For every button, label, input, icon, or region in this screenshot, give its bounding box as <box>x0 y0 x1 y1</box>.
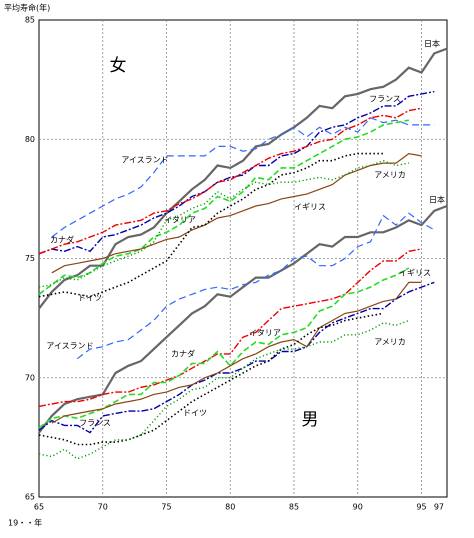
series-line <box>38 281 435 434</box>
y-tick-label: 80 <box>25 135 35 144</box>
x-tick-label: 90 <box>353 503 363 512</box>
series-label: フランス <box>369 95 401 104</box>
series-line <box>38 47 448 310</box>
series-label: ドイツ <box>78 294 102 303</box>
y-tick-label: 85 <box>25 16 35 25</box>
series-line <box>76 212 435 360</box>
series-line <box>38 312 384 446</box>
x-axis-label: 19・・年 <box>8 518 42 528</box>
x-tick-label: 97 <box>434 503 444 512</box>
series-label: ドイツ <box>183 409 207 418</box>
series-line <box>38 248 422 408</box>
series-line <box>38 159 409 288</box>
chart-title: 平均寿命(年) <box>4 3 50 13</box>
series-label: 日本 <box>424 39 440 49</box>
x-tick-label: 95 <box>416 503 426 512</box>
y-tick-label: 75 <box>25 254 35 263</box>
series-label: アイスランド <box>121 156 168 165</box>
series-label: イタリア <box>249 329 281 338</box>
series-label: カナダ <box>50 235 74 245</box>
series-label: イタリア <box>164 216 196 225</box>
series-label: アイスランド <box>46 342 93 351</box>
series-line <box>38 204 448 434</box>
y-tick-label: 65 <box>25 493 35 502</box>
series-label: アメリカ <box>374 338 406 347</box>
series-line <box>38 267 410 429</box>
series-line <box>51 281 422 424</box>
x-tick-label: 85 <box>289 503 299 512</box>
series-line <box>38 119 409 295</box>
series-label: イギリス <box>294 203 326 212</box>
x-tick-label: 75 <box>161 503 171 512</box>
series-label: フランス <box>79 419 111 428</box>
series-line <box>51 117 435 238</box>
x-tick-label: 80 <box>225 503 235 512</box>
series-label: イギリス <box>399 269 431 278</box>
panel-label: 男 <box>302 410 319 430</box>
series-label: 日本 <box>429 195 445 205</box>
series-line <box>38 152 384 298</box>
series-line <box>38 107 422 255</box>
x-tick-label: 65 <box>34 503 44 512</box>
series-line <box>38 319 410 460</box>
panel-label: 女 <box>110 56 127 76</box>
series-line <box>51 152 422 274</box>
x-tick-label: 70 <box>98 503 108 512</box>
series-label: アメリカ <box>374 171 406 180</box>
series-label: カナダ <box>171 349 195 359</box>
y-tick-label: 70 <box>25 373 35 382</box>
